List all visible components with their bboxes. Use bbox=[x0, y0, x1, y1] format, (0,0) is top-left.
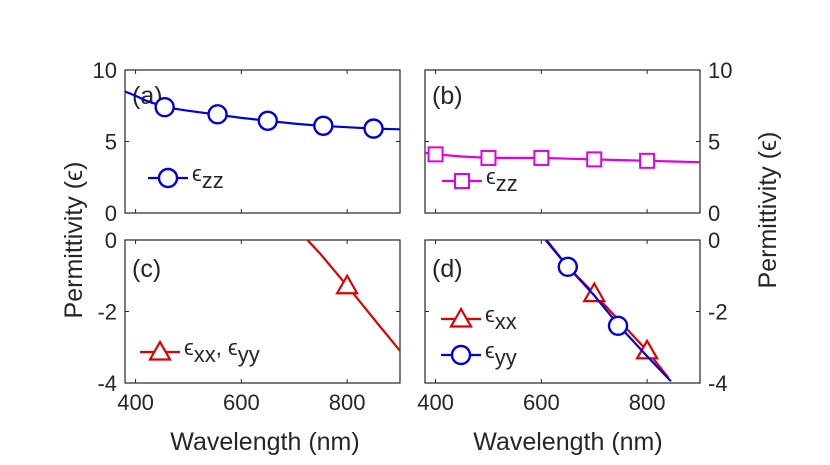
legend-label: ϵxx, ϵyy bbox=[184, 335, 260, 367]
legend-marker bbox=[450, 344, 472, 366]
y-tick-label: 10 bbox=[708, 58, 732, 83]
legend-label: ϵyy bbox=[485, 338, 517, 370]
legend-marker bbox=[157, 167, 179, 189]
y-tick-label: 0 bbox=[105, 228, 117, 253]
legend-entry: ϵyy bbox=[441, 338, 517, 370]
legend-entry: ϵzz bbox=[148, 161, 224, 193]
legend-label: ϵzz bbox=[486, 164, 518, 196]
x-tick-label: 600 bbox=[223, 390, 260, 415]
data-point-marker bbox=[427, 146, 444, 163]
x-axis-label-right: Wavelength (nm) bbox=[473, 428, 662, 456]
panel-d: 400 600 800 0 -2 -4 (d) ϵxx ϵyy bbox=[417, 228, 727, 415]
data-point-marker bbox=[607, 315, 629, 336]
y-tick-label: 5 bbox=[708, 130, 720, 155]
data-point-marker bbox=[480, 149, 497, 166]
y-tick-label: 5 bbox=[105, 130, 117, 155]
panel-label: (b) bbox=[432, 82, 463, 110]
panel-label: (d) bbox=[432, 255, 463, 283]
data-point-marker bbox=[586, 151, 603, 168]
y-axis-label-left: Permittivity (ϵ) bbox=[60, 162, 88, 319]
panel-b: 0 5 10 (b) ϵzz bbox=[424, 58, 732, 226]
data-point-marker bbox=[335, 273, 360, 295]
legend-label: ϵxx bbox=[485, 302, 517, 334]
y-tick-label: -4 bbox=[708, 371, 728, 396]
data-point-marker bbox=[582, 281, 607, 303]
data-point-marker bbox=[313, 115, 334, 136]
x-tick-label: 800 bbox=[329, 390, 366, 415]
legend-marker bbox=[148, 339, 172, 361]
data-point-marker bbox=[533, 149, 550, 166]
x-tick-label: 400 bbox=[117, 390, 154, 415]
data-point-marker bbox=[257, 110, 278, 131]
x-tick-label: 600 bbox=[523, 390, 560, 415]
y-tick-label: 0 bbox=[708, 201, 720, 226]
panel-c: 400 600 800 0 -2 -4 (c) ϵxx, ϵyy bbox=[97, 228, 401, 415]
y-tick-label: 0 bbox=[105, 201, 117, 226]
data-point-marker bbox=[154, 96, 175, 118]
x-tick-label: 400 bbox=[417, 390, 454, 415]
data-point-marker bbox=[363, 118, 384, 139]
y-tick-label: 10 bbox=[93, 58, 117, 83]
legend-entry: ϵzz bbox=[442, 164, 518, 196]
y-axis-label-right: Permittivity (ϵ) bbox=[754, 132, 782, 289]
legend-entry: ϵxx bbox=[441, 302, 517, 334]
data-point-marker bbox=[639, 152, 656, 169]
legend-label: ϵzz bbox=[192, 161, 224, 193]
x-tick-label: 800 bbox=[629, 390, 666, 415]
x-axis-label-left: Wavelength (nm) bbox=[170, 428, 359, 456]
y-tick-label: -4 bbox=[97, 371, 117, 396]
legend-entry: ϵxx, ϵyy bbox=[140, 335, 260, 367]
panel-label: (c) bbox=[132, 255, 161, 283]
series-line bbox=[125, 90, 400, 131]
y-tick-label: -2 bbox=[97, 300, 117, 325]
legend-marker bbox=[454, 173, 470, 189]
y-tick-label: -2 bbox=[708, 300, 728, 325]
y-tick-label: 0 bbox=[708, 228, 720, 253]
legend-marker bbox=[449, 306, 473, 328]
data-point-marker bbox=[207, 104, 228, 125]
data-point-marker bbox=[557, 256, 578, 278]
